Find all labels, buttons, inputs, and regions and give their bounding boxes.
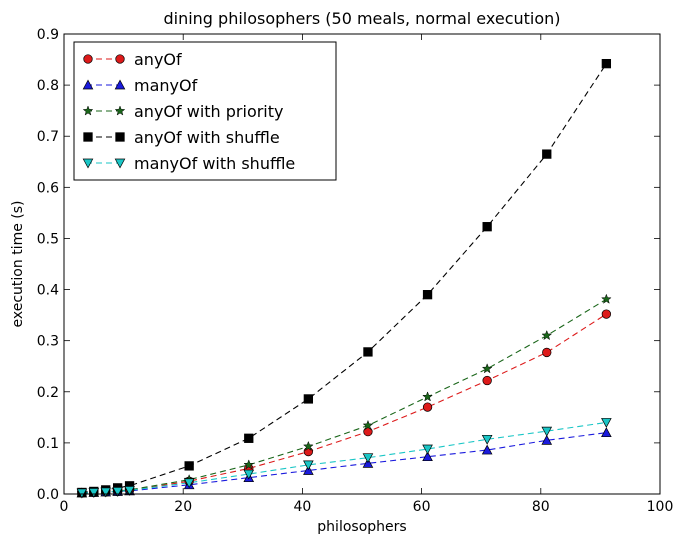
y-axis-title: execution time (s) <box>10 201 26 328</box>
legend-label: anyOf with priority <box>134 102 284 121</box>
data-point <box>541 329 553 341</box>
y-tick-label: 0.9 <box>37 27 59 43</box>
data-point <box>422 451 433 462</box>
legend-marker <box>82 79 94 90</box>
y-tick-label: 0.8 <box>37 78 59 94</box>
data-point <box>243 469 255 480</box>
data-point <box>302 440 314 452</box>
data-point <box>184 461 194 471</box>
x-tick-label: 100 <box>647 499 674 515</box>
x-tick-label: 20 <box>174 499 192 515</box>
data-point <box>76 488 88 499</box>
legend-marker <box>114 158 126 169</box>
data-point <box>481 363 493 374</box>
legend-marker <box>114 79 126 90</box>
data-point <box>541 426 553 437</box>
data-point <box>363 347 373 357</box>
legend-marker <box>114 105 126 116</box>
data-point <box>100 487 112 498</box>
data-point <box>243 459 255 470</box>
data-point <box>183 478 195 489</box>
y-tick-label: 0.0 <box>37 487 59 503</box>
data-point <box>482 375 492 386</box>
x-tick-label: 40 <box>293 499 311 515</box>
data-point <box>363 426 373 437</box>
legend-marker <box>82 158 94 169</box>
data-point <box>601 309 612 319</box>
legend: anyOf manyOf anyOf with priority anyOf with… <box>73 41 337 181</box>
legend-label: anyOf <box>134 50 182 69</box>
y-tick-label: 0.4 <box>37 283 59 299</box>
data-point <box>422 391 433 402</box>
legend-marker <box>83 132 93 142</box>
data-point <box>422 290 433 300</box>
data-point <box>481 434 493 445</box>
data-point <box>481 444 493 455</box>
legend-marker <box>82 105 94 116</box>
x-tick-label: 0 <box>60 499 69 515</box>
data-point <box>601 427 612 438</box>
data-point <box>362 419 374 431</box>
data-point <box>303 394 314 404</box>
data-point <box>422 402 433 412</box>
legend-label: manyOf <box>134 76 198 95</box>
y-tick-label: 0.6 <box>37 180 59 196</box>
data-point <box>601 418 612 428</box>
x-tick-label: 60 <box>413 499 431 515</box>
x-tick-label: 80 <box>532 499 550 515</box>
data-point <box>422 444 433 455</box>
data-point <box>112 487 123 497</box>
data-point <box>362 453 374 464</box>
y-tick-label: 0.1 <box>37 436 59 452</box>
y-tick-label: 0.5 <box>37 231 59 247</box>
legend-marker <box>115 54 125 64</box>
data-point <box>303 460 314 471</box>
data-point <box>88 488 100 498</box>
data-point <box>542 149 552 159</box>
data-point <box>600 293 612 304</box>
data-point <box>542 347 552 358</box>
x-axis-title: philosophers <box>317 519 406 535</box>
y-tick-label: 0.3 <box>37 334 59 350</box>
data-point <box>124 486 135 496</box>
axes-frame <box>63 33 661 495</box>
data-point <box>244 433 254 443</box>
data-point <box>601 58 612 69</box>
data-point <box>482 222 492 232</box>
y-tick-label: 0.2 <box>37 385 59 401</box>
data-point <box>541 434 553 445</box>
legend-marker <box>83 54 93 64</box>
legend-marker <box>115 132 125 142</box>
chart-title: dining philosophers (50 meals, normal ex… <box>163 9 560 28</box>
legend-label: manyOf with shuffle <box>134 154 295 173</box>
y-tick-label: 0.7 <box>37 129 59 145</box>
legend-label: anyOf with shuffle <box>134 128 280 147</box>
